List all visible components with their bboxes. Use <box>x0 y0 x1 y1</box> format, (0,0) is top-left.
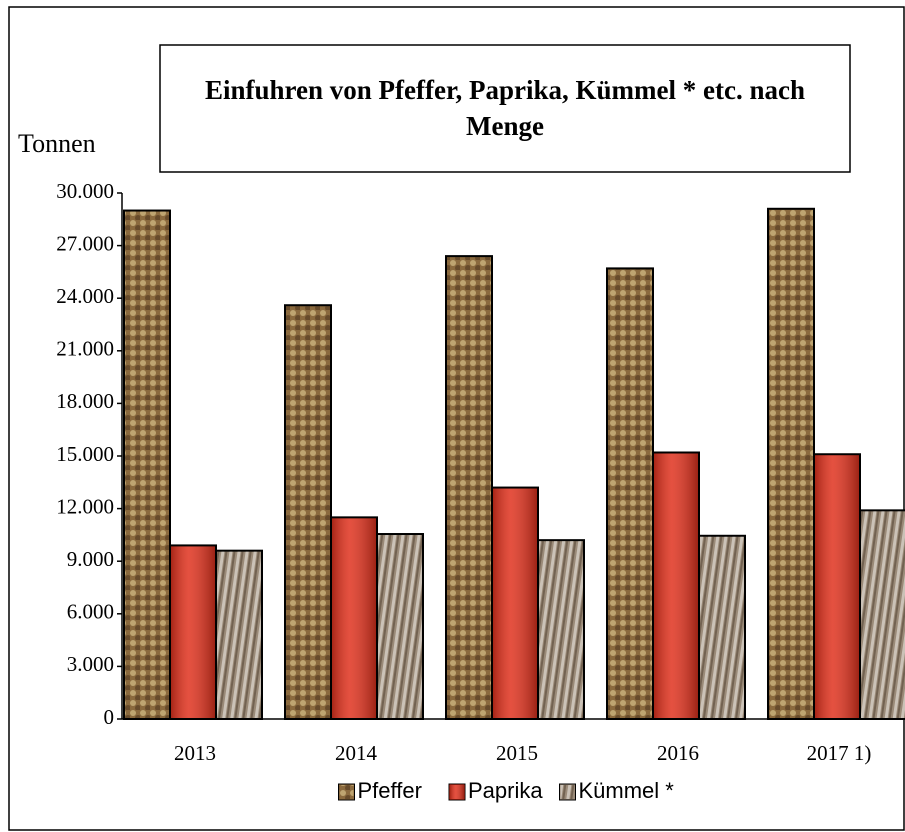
bar-texture <box>493 488 537 718</box>
y-tick-label: 12.000 <box>56 494 114 518</box>
y-tick-label: 21.000 <box>56 337 114 361</box>
bar-texture <box>378 535 422 718</box>
bar-texture <box>286 306 330 718</box>
legend-swatch-texture <box>450 785 464 799</box>
bar-texture <box>861 511 905 718</box>
bar-texture <box>769 209 813 718</box>
chart-title: Einfuhren von Pfeffer, Paprika, Kümmel *… <box>205 75 805 141</box>
bar-texture <box>700 536 744 718</box>
bar-texture <box>539 541 583 718</box>
bar-texture <box>217 551 261 718</box>
y-tick-label: 3.000 <box>67 652 114 676</box>
legend-swatch-texture <box>339 785 354 799</box>
x-tick-label: 2017 1) <box>807 741 872 765</box>
legend-label: Pfeffer <box>358 778 422 803</box>
title-box <box>159 44 851 173</box>
legend-swatch-texture <box>560 785 575 799</box>
y-tick-label: 0 <box>104 705 115 729</box>
y-tick-label: 15.000 <box>56 442 114 466</box>
y-tick-label: 30.000 <box>56 179 114 203</box>
title-wrap: Einfuhren von Pfeffer, Paprika, Kümmel *… <box>205 75 805 141</box>
legend-label: Paprika <box>468 778 543 803</box>
legend-label: Kümmel * <box>579 778 675 803</box>
x-tick-label: 2013 <box>174 741 216 765</box>
y-tick-label: 24.000 <box>56 284 114 308</box>
y-tick-label: 18.000 <box>56 389 114 413</box>
bar-texture <box>332 518 376 718</box>
y-tick-label: 27.000 <box>56 231 114 255</box>
bar-texture <box>608 269 652 718</box>
bar-texture <box>447 257 491 718</box>
y-tick-label: 6.000 <box>67 600 114 624</box>
y-tick-label: 9.000 <box>67 547 114 571</box>
bar-texture <box>654 453 698 718</box>
bar-texture <box>815 455 859 718</box>
frame <box>8 6 905 831</box>
y-axis-label: Tonnen <box>18 129 96 158</box>
x-tick-label: 2014 <box>335 741 378 765</box>
x-tick-label: 2016 <box>657 741 699 765</box>
bar-texture <box>125 211 169 719</box>
x-tick-label: 2015 <box>496 741 538 765</box>
bar-texture <box>171 546 215 718</box>
